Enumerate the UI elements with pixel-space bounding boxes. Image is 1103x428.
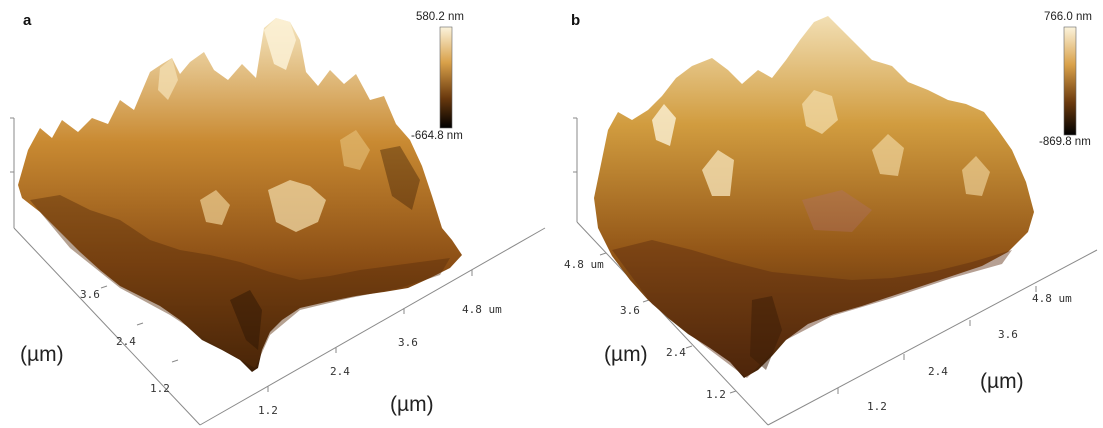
afm-surface-a — [18, 18, 462, 372]
depth-tick-b-2: 3.6 — [620, 304, 640, 317]
width-tick-a-3: 3.6 — [398, 336, 418, 349]
axes-frame — [10, 117, 546, 426]
width-tick-a-1: 1.2 — [258, 404, 278, 417]
width-tick-a-4: 4.8 um — [462, 303, 502, 316]
panel-letter-b: b — [571, 12, 581, 29]
unit-label-left-b: (µm) — [604, 343, 648, 366]
width-tick-b-3: 3.6 — [998, 328, 1018, 341]
afm-3d-plot-a — [10, 18, 546, 426]
colorbar-max-label-b: 766.0 nm — [1044, 11, 1092, 23]
depth-tick-b-3: 2.4 — [666, 346, 686, 359]
tick-marks — [100, 270, 473, 392]
width-tick-b-4: 4.8 um — [1032, 292, 1072, 305]
depth-tick-a-3: 1.2 — [150, 382, 170, 395]
tick-marks — [599, 252, 1037, 394]
afm-3d-plot-b — [573, 16, 1098, 426]
afm-panel-a: a 580.2 nm -664.8 nm 3.6 2.4 1.2 1.2 2.4… — [10, 11, 546, 426]
width-tick-b-1: 1.2 — [867, 400, 887, 413]
unit-label-bottom-a: (µm) — [390, 393, 434, 416]
depth-tick-a-1: 3.6 — [80, 288, 100, 301]
unit-label-bottom-b: (µm) — [980, 370, 1024, 393]
colorbar-a — [439, 26, 453, 129]
colorbar-b — [1063, 26, 1077, 136]
colorbar-min-label-a: -664.8 nm — [411, 130, 463, 142]
depth-tick-a-2: 2.4 — [116, 335, 136, 348]
unit-label-left-a: (µm) — [20, 343, 64, 366]
colorbar-min-label-b: -869.8 nm — [1039, 136, 1091, 148]
afm-panel-b: b 766.0 nm -869.8 nm 4.8 um 3.6 2.4 1.2 … — [552, 0, 1103, 428]
width-tick-b-2: 2.4 — [928, 365, 948, 378]
panel-letter-a: a — [23, 12, 32, 29]
colorbar-max-label-a: 580.2 nm — [416, 11, 464, 23]
axes-frame — [573, 117, 1098, 426]
afm-surface-b — [594, 16, 1034, 378]
depth-tick-b-4: 1.2 — [706, 388, 726, 401]
width-tick-a-2: 2.4 — [330, 365, 350, 378]
depth-tick-b-1: 4.8 um — [564, 258, 604, 271]
